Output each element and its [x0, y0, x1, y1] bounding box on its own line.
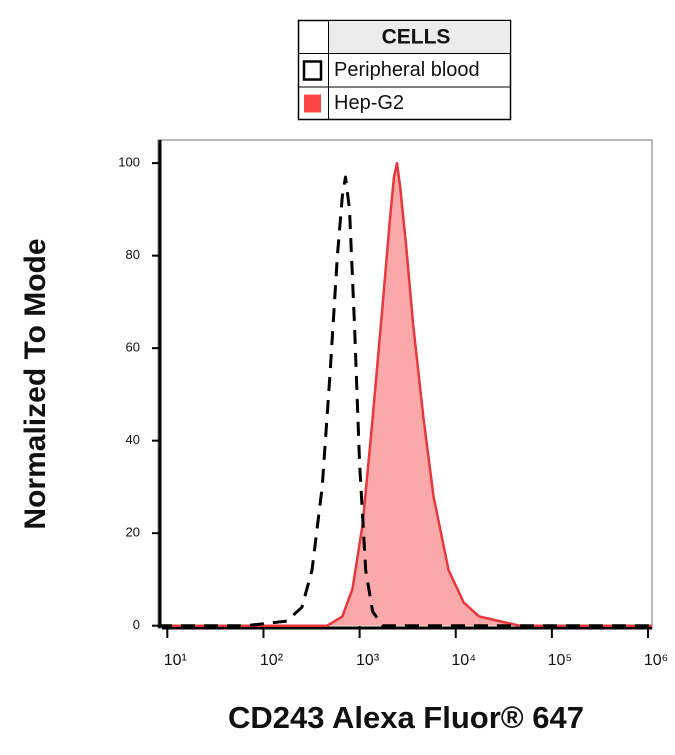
y-tick-label: 100: [118, 155, 140, 170]
y-tick-label: 80: [126, 247, 140, 262]
x-tick-label: 10⁵: [548, 652, 572, 669]
legend-swatch: [302, 60, 323, 81]
x-tick-label: 10⁴: [451, 652, 476, 669]
legend-title: CELLS: [382, 26, 451, 49]
legend-label: Hep-G2: [334, 92, 404, 114]
y-tick-label: 40: [126, 432, 140, 447]
x-tick-label: 10³: [356, 652, 380, 669]
x-tick-label: 10¹: [164, 652, 187, 669]
series-area: [158, 161, 652, 627]
y-tick-label: 0: [133, 617, 140, 632]
x-axis-label: CD243 Alexa Fluor® 647: [228, 700, 584, 735]
series-area: [158, 175, 652, 628]
y-axis-label: Normalized To Mode: [19, 238, 52, 529]
y-tick-label: 20: [126, 525, 140, 540]
y-tick-label: 60: [126, 340, 140, 355]
legend-label: Peripheral blood: [334, 59, 480, 81]
legend-swatch: [304, 94, 321, 113]
x-tick-label: 10²: [260, 652, 284, 669]
x-tick-label: 10⁶: [644, 652, 668, 669]
